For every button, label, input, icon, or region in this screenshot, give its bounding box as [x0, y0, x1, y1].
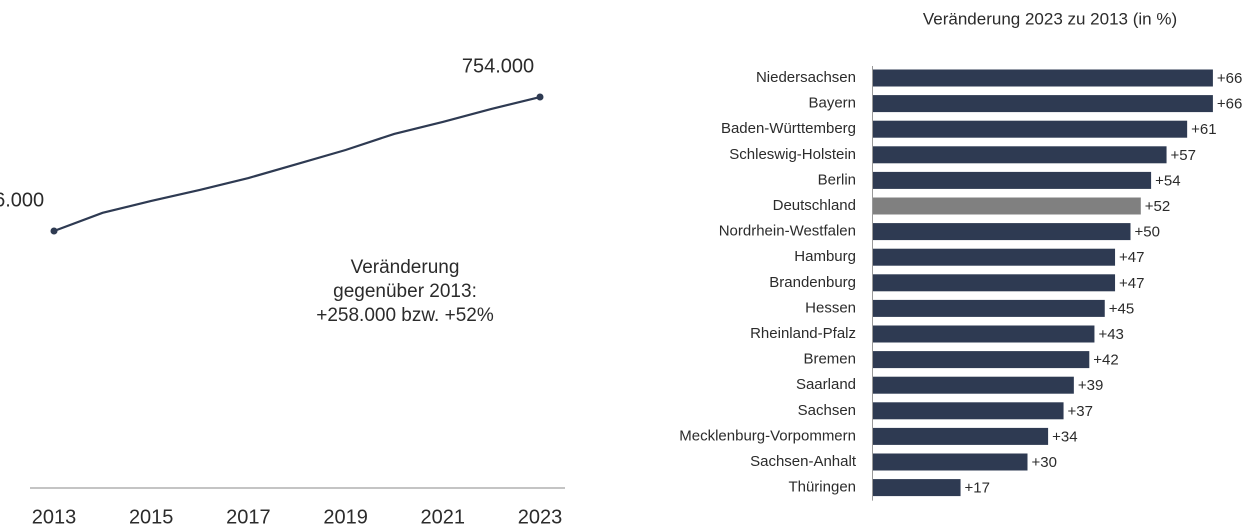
category-label: Rheinland-Pfalz	[750, 325, 856, 342]
category-label: Hamburg	[794, 248, 856, 265]
category-label: Bayern	[808, 95, 856, 112]
bar	[873, 479, 961, 497]
x-tick-label: 2019	[323, 506, 368, 527]
value-label: +66	[1217, 70, 1242, 87]
bar	[873, 120, 1188, 138]
value-label: +45	[1109, 300, 1134, 317]
bar-chart-title: Veränderung 2023 zu 2013 (in %)	[923, 9, 1177, 28]
bar	[873, 427, 1049, 445]
value-label: +47	[1119, 275, 1144, 292]
category-label: Sachsen	[798, 402, 856, 419]
category-label: Deutschland	[773, 197, 856, 214]
value-label: +50	[1135, 224, 1160, 241]
category-label: Bremen	[803, 351, 856, 368]
value-label: +42	[1093, 352, 1118, 369]
x-tick-label: 2017	[226, 506, 271, 527]
value-label: +66	[1217, 96, 1242, 113]
category-label: Mecklenburg-Vorpommern	[679, 427, 856, 444]
line	[53, 95, 541, 233]
bar	[873, 223, 1131, 241]
value-label: +17	[965, 480, 990, 497]
point	[50, 227, 58, 235]
value-label: +34	[1052, 428, 1077, 445]
bar	[873, 325, 1095, 343]
category-label: Niedersachsen	[756, 69, 856, 86]
category-label: Hessen	[805, 299, 856, 316]
bar	[873, 351, 1090, 369]
category-label: Thüringen	[788, 479, 856, 496]
category-label: Saarland	[796, 376, 856, 393]
bar	[873, 197, 1141, 215]
value-label: +61	[1191, 121, 1216, 138]
value-label: 496.000	[0, 189, 44, 211]
annotation: Veränderung	[351, 257, 460, 278]
value-label: +37	[1068, 403, 1093, 420]
x-tick-label: 2023	[518, 506, 563, 527]
x-tick-label: 2013	[32, 506, 77, 527]
bar	[873, 248, 1116, 266]
value-label: +54	[1155, 172, 1180, 189]
category-label: Berlin	[818, 171, 856, 188]
value-label: +30	[1032, 454, 1057, 471]
value-label: +47	[1119, 249, 1144, 266]
category-label: Sachsen-Anhalt	[750, 453, 857, 470]
bar	[873, 299, 1105, 317]
category-label: Brandenburg	[769, 274, 856, 291]
category-label: Nordrhein-Westfalen	[719, 223, 856, 240]
value-label: +57	[1171, 147, 1196, 164]
bar	[873, 146, 1167, 164]
category-label: Baden-Württemberg	[721, 120, 856, 137]
bar	[873, 69, 1213, 87]
x-tick-label: 2021	[421, 506, 466, 527]
value-label: +52	[1145, 198, 1170, 215]
value-label: 754.000	[462, 55, 534, 77]
x-tick-label: 2015	[129, 506, 174, 527]
bar	[873, 274, 1116, 292]
value-label: +43	[1098, 326, 1123, 343]
annotation: gegenüber 2013:	[333, 281, 477, 302]
bar	[873, 95, 1213, 113]
annotation: +258.000 bzw. +52%	[316, 305, 494, 326]
bar	[873, 171, 1152, 189]
point	[536, 93, 544, 101]
bar	[873, 453, 1028, 471]
bar	[873, 402, 1064, 420]
value-label: +39	[1078, 377, 1103, 394]
bar	[873, 376, 1074, 394]
category-label: Schleswig-Holstein	[729, 146, 856, 163]
